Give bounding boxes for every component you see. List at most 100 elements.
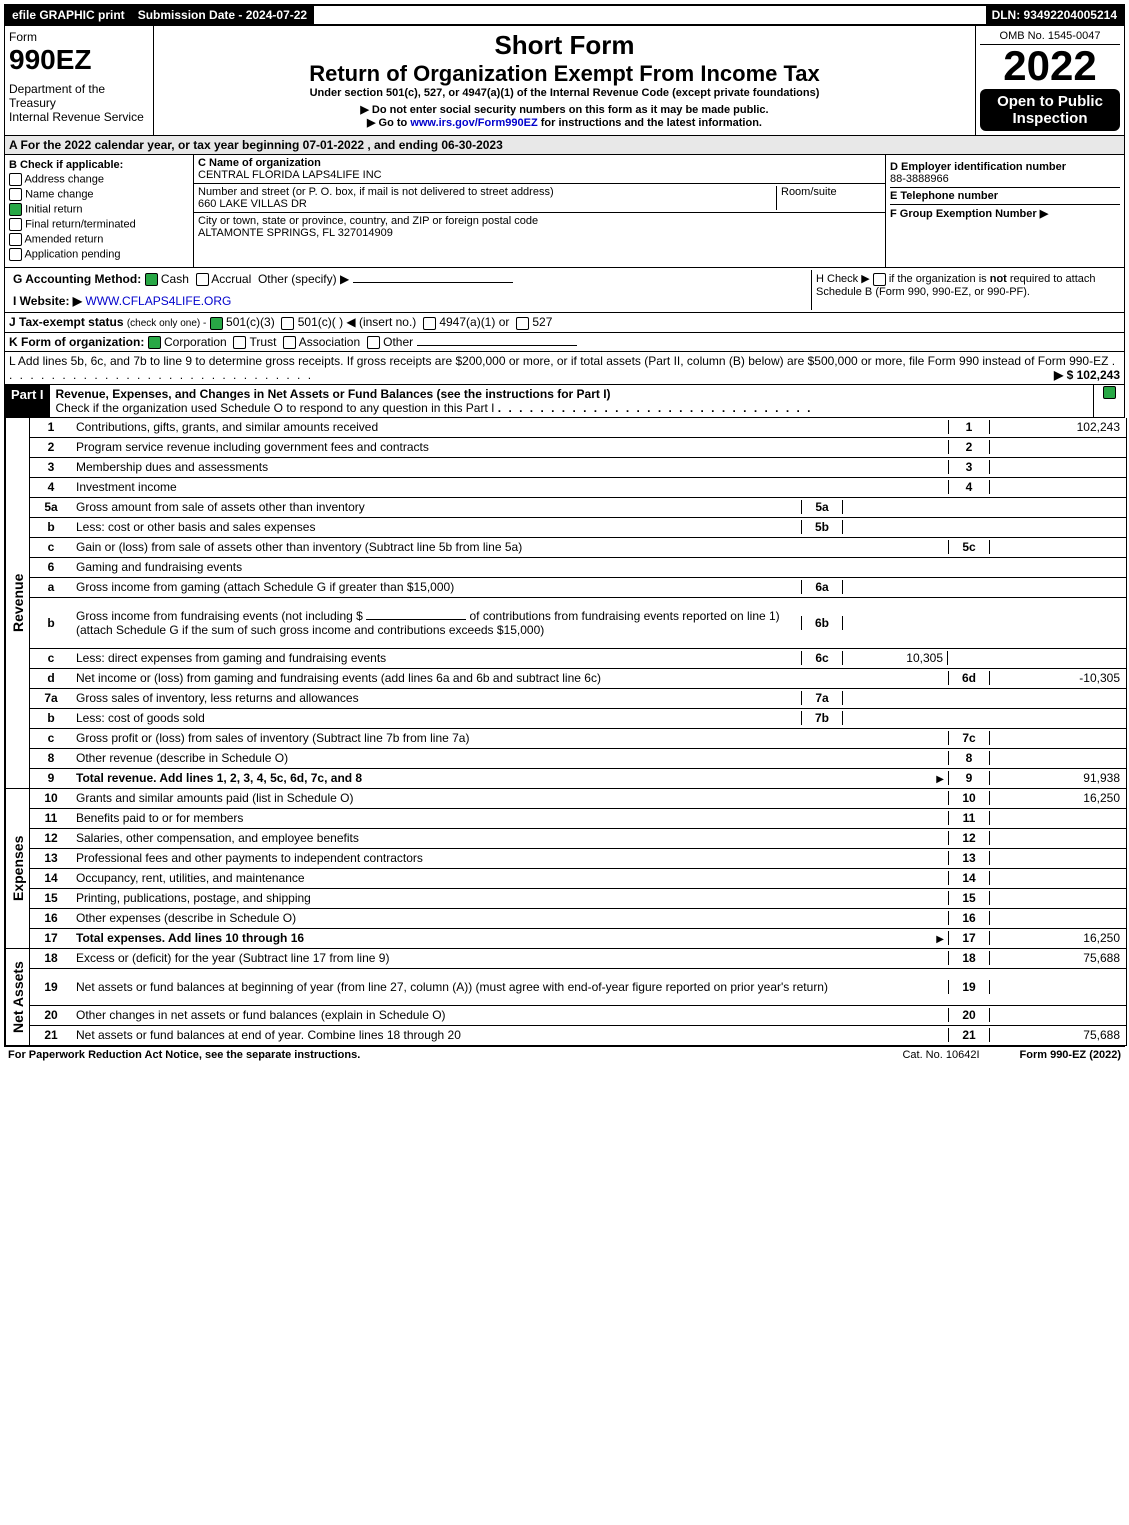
city-value: ALTAMONTE SPRINGS, FL 327014909 bbox=[198, 227, 393, 239]
other-input[interactable] bbox=[353, 282, 513, 283]
checkbox-icon[interactable] bbox=[367, 336, 380, 349]
checkbox-icon[interactable] bbox=[196, 273, 209, 286]
result-num: 16 bbox=[948, 911, 990, 925]
checkbox-icon bbox=[1103, 386, 1116, 399]
result-num: 8 bbox=[948, 751, 990, 765]
contrib-input[interactable] bbox=[366, 619, 466, 620]
line-num: 1 bbox=[30, 418, 72, 436]
line-num: 5a bbox=[30, 498, 72, 516]
line-3: 3Membership dues and assessments3 bbox=[30, 458, 1126, 478]
org-name: CENTRAL FLORIDA LAPS4LIFE INC bbox=[198, 169, 382, 181]
h-text2: if the organization is bbox=[889, 273, 990, 285]
goto-link[interactable]: www.irs.gov/Form990EZ bbox=[410, 117, 537, 129]
form-header: Form 990EZ Department of the Treasury In… bbox=[4, 26, 1125, 136]
line-21: 21Net assets or fund balances at end of … bbox=[30, 1026, 1126, 1045]
section-g: G Accounting Method: Cash Accrual Other … bbox=[9, 270, 811, 310]
j-501c3: 501(c)(3) bbox=[226, 315, 275, 329]
opt-final-return[interactable]: Final return/terminated bbox=[9, 218, 189, 231]
line-num: 14 bbox=[30, 869, 72, 887]
sub-val: 10,305 bbox=[843, 651, 948, 665]
do-not-note: ▶ Do not enter social security numbers o… bbox=[158, 103, 971, 116]
line-7a: 7aGross sales of inventory, less returns… bbox=[30, 689, 1126, 709]
line-desc: Gross income from fundraising events (no… bbox=[72, 607, 801, 639]
gh-block: G Accounting Method: Cash Accrual Other … bbox=[4, 268, 1125, 313]
checkbox-icon[interactable] bbox=[210, 317, 223, 330]
line-num: c bbox=[30, 538, 72, 556]
opt-label: Application pending bbox=[24, 248, 120, 260]
section-d: D Employer identification number 88-3888… bbox=[890, 159, 1120, 188]
c-name-label: C Name of organization bbox=[198, 157, 321, 169]
opt-application-pending[interactable]: Application pending bbox=[9, 248, 189, 261]
goto-note: ▶ Go to www.irs.gov/Form990EZ for instru… bbox=[158, 116, 971, 129]
line-num: 19 bbox=[30, 978, 72, 996]
line-desc: Grants and similar amounts paid (list in… bbox=[72, 789, 948, 807]
line-num: a bbox=[30, 578, 72, 596]
line-desc: Other revenue (describe in Schedule O) bbox=[72, 749, 948, 767]
line-6a: aGross income from gaming (attach Schedu… bbox=[30, 578, 1126, 598]
header-right: OMB No. 1545-0047 2022 Open to Public In… bbox=[976, 26, 1124, 135]
line-desc: Contributions, gifts, grants, and simila… bbox=[72, 418, 948, 436]
checkbox-icon[interactable] bbox=[873, 273, 886, 286]
line-num: b bbox=[30, 709, 72, 727]
addr-value: 660 LAKE VILLAS DR bbox=[198, 198, 307, 210]
line-num: 7a bbox=[30, 689, 72, 707]
sub-num: 5a bbox=[801, 500, 843, 514]
revenue-side-label: Revenue bbox=[5, 418, 30, 788]
result-num: 13 bbox=[948, 851, 990, 865]
line-6d: dNet income or (loss) from gaming and fu… bbox=[30, 669, 1126, 689]
checkbox-icon[interactable] bbox=[283, 336, 296, 349]
result-num: 14 bbox=[948, 871, 990, 885]
result-num: 10 bbox=[948, 791, 990, 805]
line-12: 12Salaries, other compensation, and empl… bbox=[30, 829, 1126, 849]
line-num: b bbox=[30, 518, 72, 536]
opt-label: Address change bbox=[24, 173, 104, 185]
netassets-group: Net Assets 18Excess or (deficit) for the… bbox=[4, 949, 1127, 1046]
opt-initial-return[interactable]: Initial return bbox=[9, 203, 189, 216]
k-trust: Trust bbox=[250, 335, 277, 349]
line-desc: Less: cost or other basis and sales expe… bbox=[72, 518, 801, 536]
sub-num: 6c bbox=[801, 651, 843, 665]
checkbox-icon[interactable] bbox=[233, 336, 246, 349]
line-6b: bGross income from fundraising events (n… bbox=[30, 598, 1126, 649]
result-num: 4 bbox=[948, 480, 990, 494]
efile-label[interactable]: efile GRAPHIC print bbox=[6, 6, 132, 24]
checkbox-icon[interactable] bbox=[145, 273, 158, 286]
header-left: Form 990EZ Department of the Treasury In… bbox=[5, 26, 154, 135]
l-amount: ▶ $ 102,243 bbox=[1054, 368, 1120, 382]
revenue-group: Revenue 1Contributions, gifts, grants, a… bbox=[4, 418, 1127, 789]
result-val: 16,250 bbox=[990, 791, 1126, 805]
checkbox-icon[interactable] bbox=[423, 317, 436, 330]
line-num: 20 bbox=[30, 1006, 72, 1024]
line-num: 2 bbox=[30, 438, 72, 456]
result-num: 2 bbox=[948, 440, 990, 454]
website-link[interactable]: WWW.CFLAPS4LIFE.ORG bbox=[85, 294, 231, 308]
other-org-input[interactable] bbox=[417, 345, 577, 346]
opt-name-change[interactable]: Name change bbox=[9, 188, 189, 201]
part-1-checkbox[interactable] bbox=[1093, 385, 1124, 417]
h-not: not bbox=[990, 273, 1007, 285]
section-h: H Check ▶ if the organization is not req… bbox=[811, 270, 1120, 310]
part-1-check-line: Check if the organization used Schedule … bbox=[56, 401, 495, 415]
g-cash: Cash bbox=[161, 272, 189, 286]
line-8: 8Other revenue (describe in Schedule O)8 bbox=[30, 749, 1126, 769]
footer-right: Form 990-EZ (2022) bbox=[1020, 1049, 1121, 1061]
section-j: J Tax-exempt status (check only one) - 5… bbox=[4, 313, 1125, 332]
line-desc: Gross amount from sale of assets other t… bbox=[72, 498, 801, 516]
line-5c: cGain or (loss) from sale of assets othe… bbox=[30, 538, 1126, 558]
line-desc: Total revenue. Add lines 1, 2, 3, 4, 5c,… bbox=[72, 769, 948, 787]
opt-address-change[interactable]: Address change bbox=[9, 173, 189, 186]
line-14: 14Occupancy, rent, utilities, and mainte… bbox=[30, 869, 1126, 889]
line-16: 16Other expenses (describe in Schedule O… bbox=[30, 909, 1126, 929]
k-other: Other bbox=[383, 335, 413, 349]
opt-amended-return[interactable]: Amended return bbox=[9, 233, 189, 246]
line-desc: Benefits paid to or for members bbox=[72, 809, 948, 827]
checkbox-icon[interactable] bbox=[516, 317, 529, 330]
line-5a: 5aGross amount from sale of assets other… bbox=[30, 498, 1126, 518]
checkbox-icon[interactable] bbox=[281, 317, 294, 330]
line-desc: Other changes in net assets or fund bala… bbox=[72, 1006, 948, 1024]
checkbox-icon bbox=[9, 188, 22, 201]
checkbox-icon[interactable] bbox=[148, 336, 161, 349]
line-desc: Less: cost of goods sold bbox=[72, 709, 801, 727]
b-label: B Check if applicable: bbox=[9, 159, 189, 171]
return-title: Return of Organization Exempt From Incom… bbox=[158, 61, 971, 87]
